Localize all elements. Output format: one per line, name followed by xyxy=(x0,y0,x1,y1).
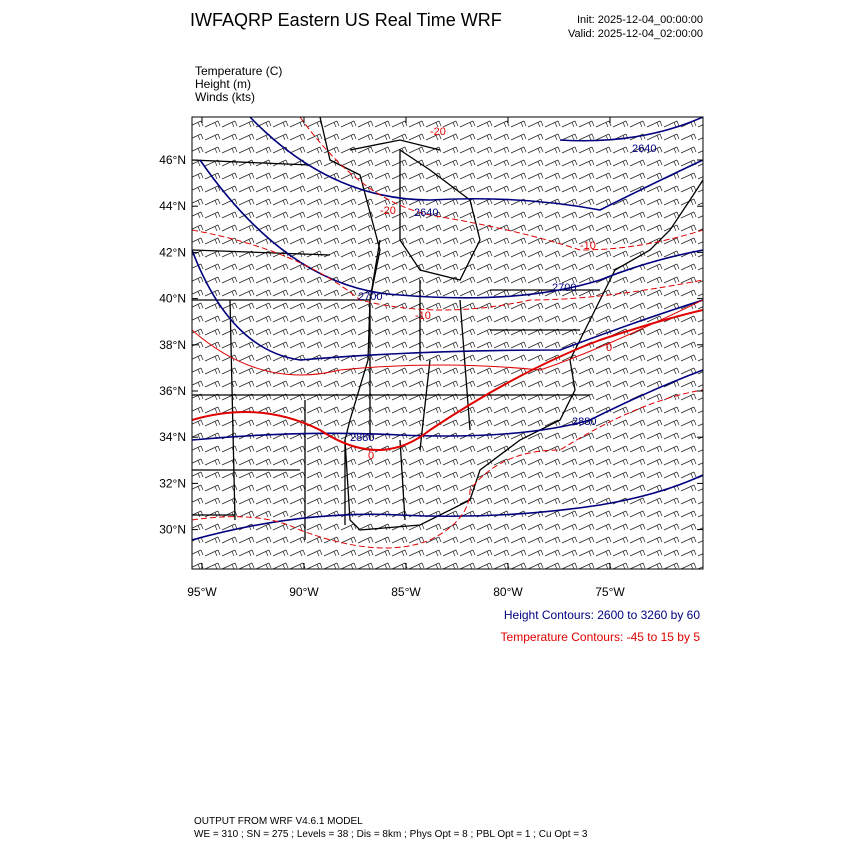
temperature-label: 0 xyxy=(368,450,374,462)
temperature-label: -10 xyxy=(415,310,431,322)
valid-time: Valid: 2025-12-04_02:00:00 xyxy=(568,28,703,40)
temperature-label: -20 xyxy=(430,126,446,138)
axis-ticks: 95°W 90°W 85°W 80°W 75°W 46°N 44°N 42°N 40°N 38°N… xyxy=(159,117,703,599)
field-label: Winds (kts) xyxy=(195,90,255,104)
temperature-contours xyxy=(192,117,703,549)
wind-barbs xyxy=(192,117,703,569)
lat-tick-label: 36°N xyxy=(159,384,186,398)
contour-labels: 2640 2640 2700 2700 2880 2880 -20 -20 -1… xyxy=(350,126,656,462)
lat-tick-label: 32°N xyxy=(159,476,186,490)
temperature-label: 0 xyxy=(606,342,612,354)
height-label: 2700 xyxy=(552,282,576,294)
map: 2640 2640 2700 2700 2880 2880 -20 -20 -1… xyxy=(192,117,703,569)
height-label: 2700 xyxy=(358,291,382,303)
footer-line: OUTPUT FROM WRF V4.6.1 MODEL xyxy=(194,816,363,827)
field-label: Temperature (C) xyxy=(195,64,282,78)
height-label: 2880 xyxy=(350,432,374,444)
init-time: Init: 2025-12-04_00:00:00 xyxy=(577,14,703,26)
map-frame xyxy=(191,116,704,570)
lat-tick-label: 44°N xyxy=(159,199,186,213)
lat-tick-label: 38°N xyxy=(159,338,186,352)
height-label: 2880 xyxy=(572,416,596,428)
lon-tick-label: 85°W xyxy=(391,585,421,599)
lon-tick-label: 90°W xyxy=(289,585,319,599)
lat-tick-label: 34°N xyxy=(159,430,186,444)
temperature-legend: Temperature Contours: -45 to 15 by 5 xyxy=(501,630,701,644)
height-contours xyxy=(192,117,703,541)
lat-tick-label: 42°N xyxy=(159,245,186,259)
lon-tick-label: 80°W xyxy=(493,585,523,599)
lon-tick-label: 95°W xyxy=(187,585,217,599)
title: IWFAQRP Eastern US Real Time WRF xyxy=(190,10,502,30)
height-label: 2640 xyxy=(632,143,656,155)
temperature-label: -20 xyxy=(380,205,396,217)
field-label: Height (m) xyxy=(195,77,251,91)
footer-line: WE = 310 ; SN = 275 ; Levels = 38 ; Dis … xyxy=(194,829,588,840)
height-label: 2640 xyxy=(414,207,438,219)
height-legend: Height Contours: 2600 to 3260 by 60 xyxy=(504,608,700,622)
lat-tick-label: 46°N xyxy=(159,153,186,167)
lat-tick-label: 40°N xyxy=(159,292,186,306)
temperature-label: -10 xyxy=(580,240,596,252)
lon-tick-label: 75°W xyxy=(595,585,625,599)
lat-tick-label: 30°N xyxy=(159,523,186,537)
